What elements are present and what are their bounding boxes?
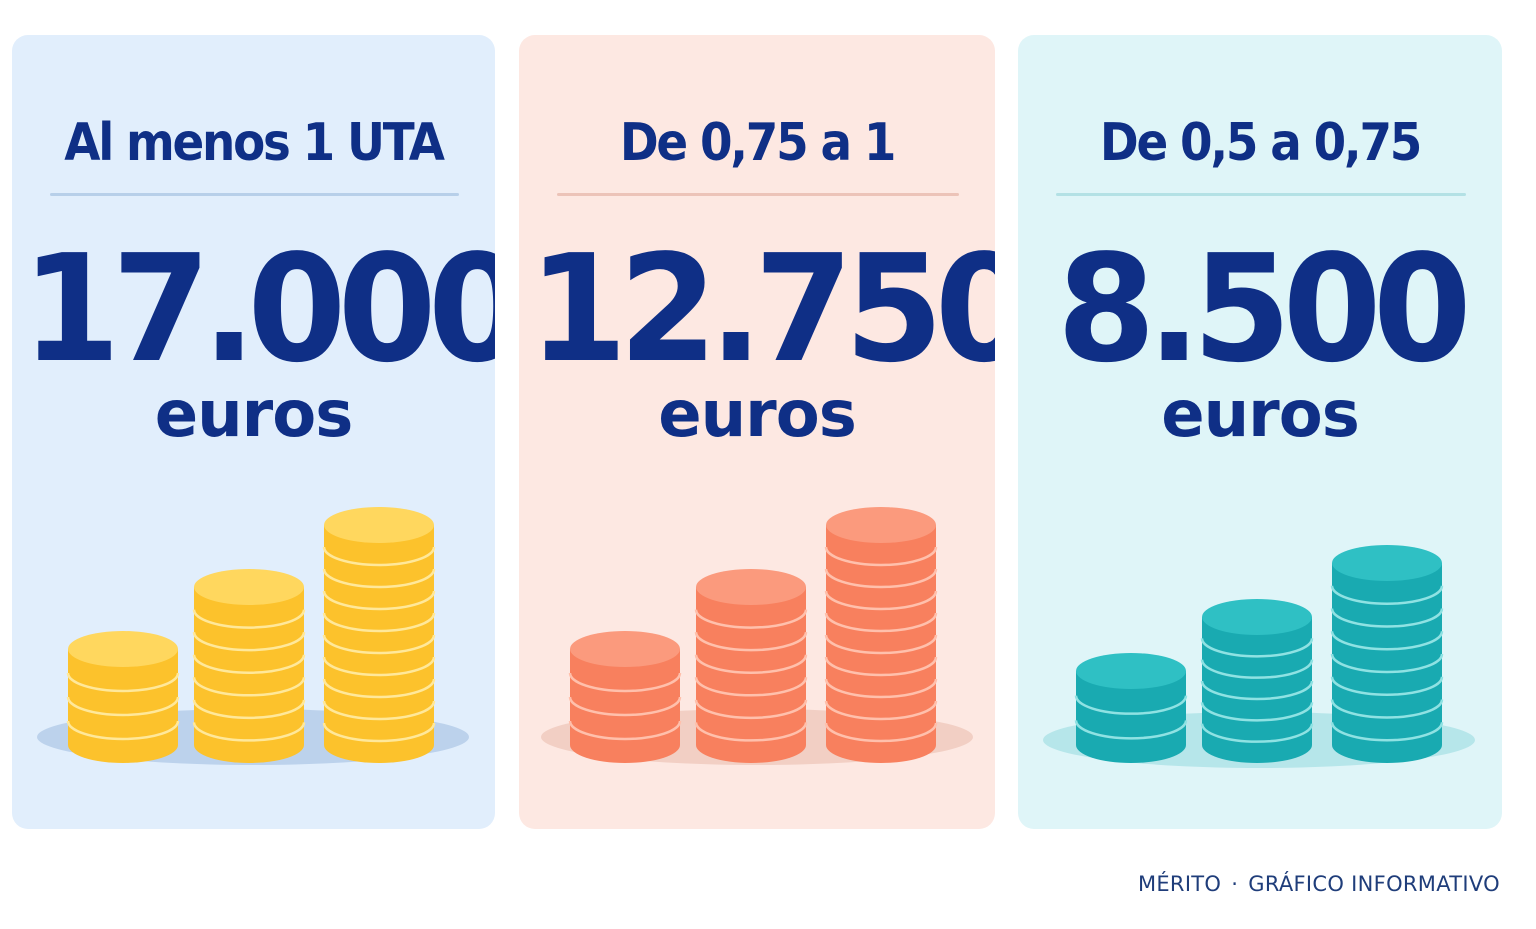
card-title: Al menos 1 UTA (64, 113, 445, 173)
footer-separator: · (1231, 872, 1239, 896)
card-title: De 0,5 a 0,75 (1099, 113, 1422, 173)
coin-stack (1330, 545, 1444, 763)
card-divider (50, 193, 459, 196)
coin-stack (568, 631, 682, 763)
card-de-0-5-a-0-75: De 0,5 a 0,75 8.500 euros (1018, 35, 1502, 829)
card-title: De 0,75 a 1 (619, 113, 897, 173)
coin-stack (824, 507, 938, 763)
card-amount: 8.500 (1056, 223, 1472, 395)
card-de-0-75-a-1: De 0,75 a 1 12.750 euros (519, 35, 995, 829)
footer-label: GRÁFICO INFORMATIVO (1248, 872, 1500, 896)
teal-coin-stacks-icon (1043, 545, 1475, 768)
card-unit: euros (154, 378, 354, 452)
card-divider (557, 193, 959, 196)
coin-stack (1200, 599, 1314, 763)
coral-coin-stacks-icon (541, 507, 973, 765)
gold-coin-stacks-icon (37, 507, 469, 765)
coin-stack (1074, 653, 1188, 763)
card-divider (1056, 193, 1466, 196)
coin-stack (694, 569, 808, 763)
coin-stack (192, 569, 306, 763)
card-al-menos-1-uta: Al menos 1 UTA 17.000 euros (12, 35, 495, 829)
footer-brand: MÉRITO (1137, 872, 1222, 896)
card-amount: 17.000 (21, 223, 495, 395)
footer-credit: MÉRITO · GRÁFICO INFORMATIVO (1138, 872, 1500, 896)
coin-stack (322, 507, 436, 763)
card-amount: 12.750 (528, 223, 995, 395)
coin-stack (66, 631, 180, 763)
card-unit: euros (658, 378, 857, 452)
card-unit: euros (1161, 378, 1360, 452)
